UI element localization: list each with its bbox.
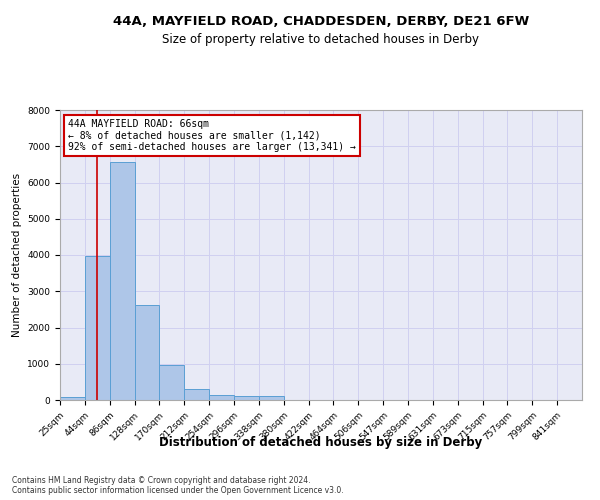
Bar [209,396,234,400]
Bar [160,365,184,400]
Bar [259,396,284,400]
Text: Distribution of detached houses by size in Derby: Distribution of detached houses by size … [160,436,482,449]
Bar [134,305,160,400]
Bar [184,389,209,400]
Y-axis label: Number of detached properties: Number of detached properties [12,173,22,337]
Text: 44A MAYFIELD ROAD: 66sqm
← 8% of detached houses are smaller (1,142)
92% of semi: 44A MAYFIELD ROAD: 66sqm ← 8% of detache… [68,118,356,152]
Text: Contains HM Land Registry data © Crown copyright and database right 2024.
Contai: Contains HM Land Registry data © Crown c… [12,476,344,495]
Text: 44A, MAYFIELD ROAD, CHADDESDEN, DERBY, DE21 6FW: 44A, MAYFIELD ROAD, CHADDESDEN, DERBY, D… [113,15,529,28]
Bar [234,396,259,400]
Bar [110,162,134,400]
Bar [60,398,85,400]
Bar [85,256,110,400]
Text: Size of property relative to detached houses in Derby: Size of property relative to detached ho… [163,32,479,46]
